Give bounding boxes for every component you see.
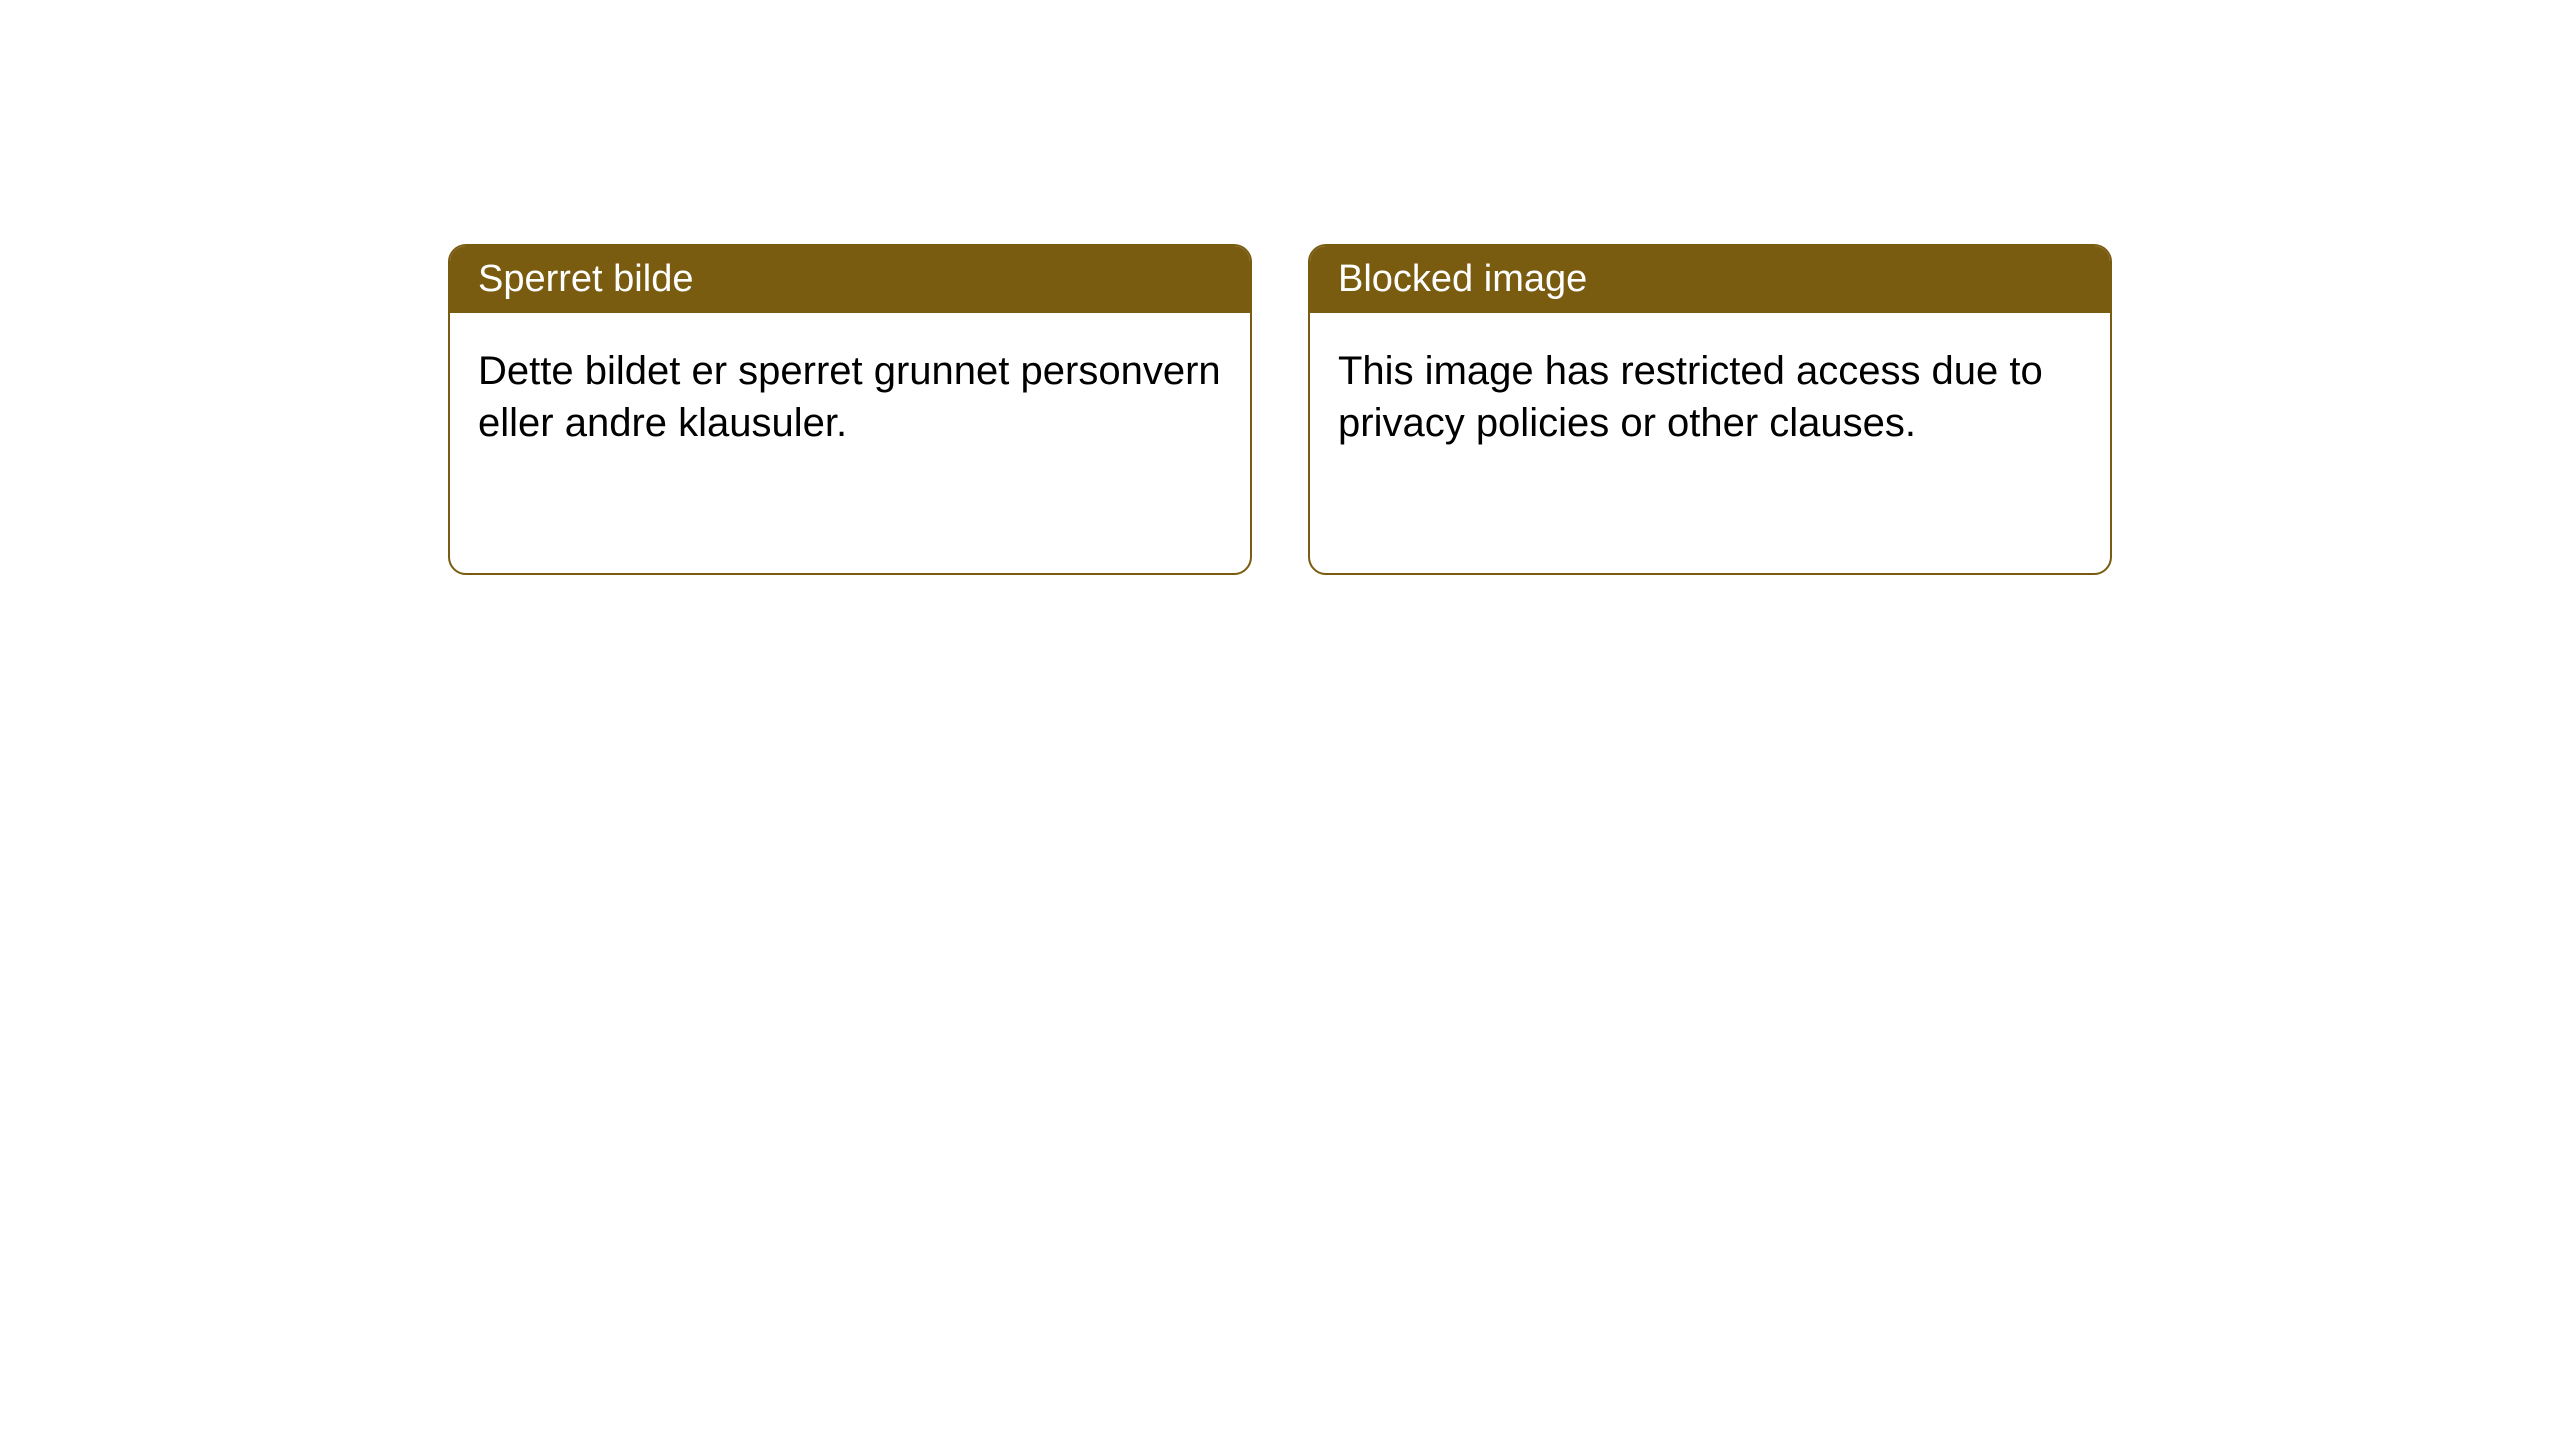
notice-header: Sperret bilde (450, 246, 1250, 313)
notice-body: This image has restricted access due to … (1310, 313, 2110, 573)
notice-text: This image has restricted access due to … (1338, 345, 2082, 449)
notice-title: Blocked image (1338, 258, 1587, 300)
notice-title: Sperret bilde (478, 258, 693, 300)
notice-text: Dette bildet er sperret grunnet personve… (478, 345, 1222, 449)
notice-card-norwegian: Sperret bilde Dette bildet er sperret gr… (448, 244, 1252, 575)
notice-body: Dette bildet er sperret grunnet personve… (450, 313, 1250, 573)
notice-header: Blocked image (1310, 246, 2110, 313)
notice-card-english: Blocked image This image has restricted … (1308, 244, 2112, 575)
notice-container: Sperret bilde Dette bildet er sperret gr… (448, 244, 2112, 575)
